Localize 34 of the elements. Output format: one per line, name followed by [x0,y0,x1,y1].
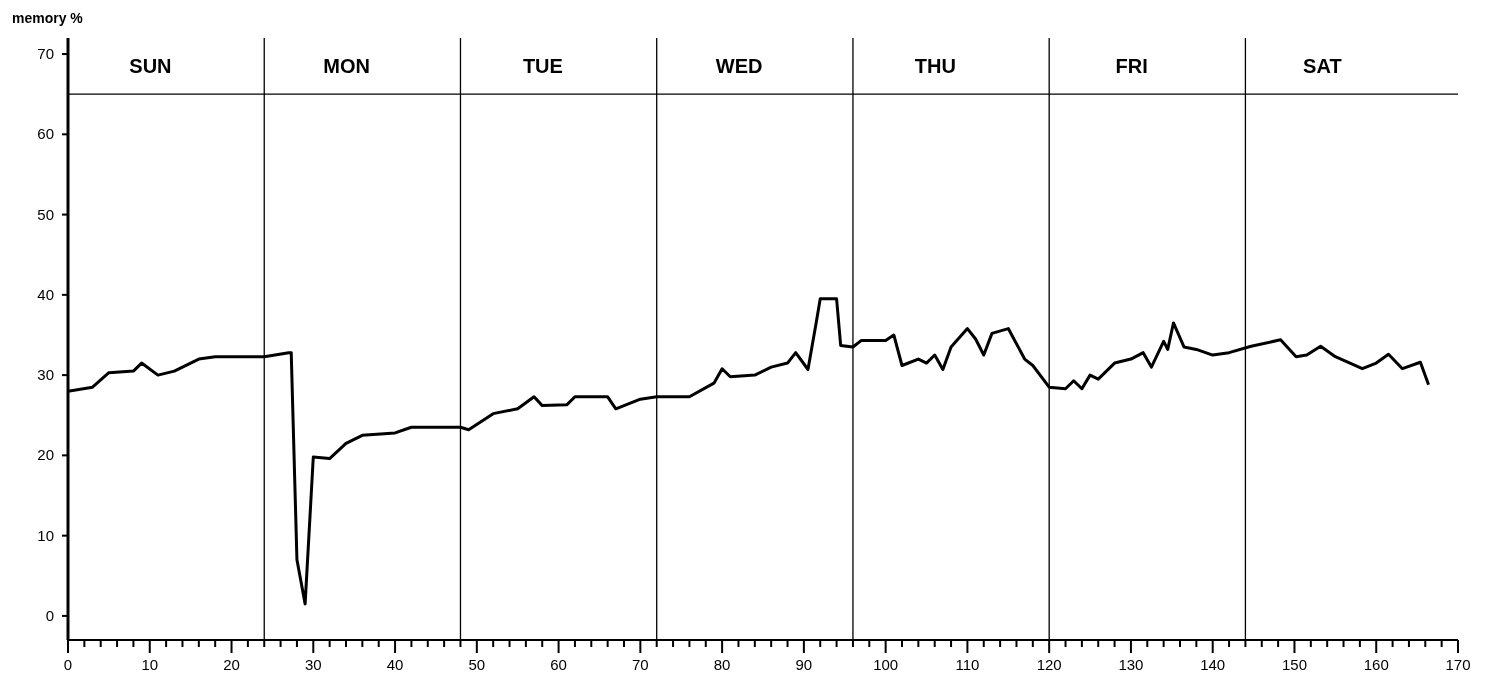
x-tick-label: 130 [1118,656,1144,673]
annotation: FRI [1115,55,1148,78]
x-tick-label: 30 [304,656,322,673]
y-tick-label: 10 [37,526,54,544]
x-tick-label: 0 [63,656,73,673]
x-tick-label: 120 [1036,656,1062,673]
x-tick-label: 70 [632,656,649,673]
y-tick-label: 40 [37,285,54,303]
x-tick-label: 150 [1281,656,1307,673]
y-tick-label: 0 [45,606,54,624]
y-tick-label: 70 [37,45,54,63]
annotation: TUE [522,55,563,78]
y-axis-title: memory % [12,10,83,26]
x-tick-label: 20 [223,656,240,673]
annotation: SAT [1303,55,1342,78]
x-tick-label: 50 [468,656,486,673]
x-tick-label: 80 [713,656,731,673]
y-tick-label: 50 [37,205,54,223]
x-tick-label: 170 [1445,656,1471,673]
annotation: SUN [129,55,172,78]
y-tick-label: 30 [37,366,54,384]
x-tick-label: 100 [873,656,899,673]
x-tick-label: 90 [795,656,813,673]
x-tick-label: 110 [955,656,980,673]
annotation: WED [715,55,763,78]
annotation: MON [323,55,370,78]
y-tick-label: 60 [37,125,54,143]
y-tick-label: 20 [37,446,54,464]
x-tick-label: 40 [386,656,404,673]
x-tick-label: 60 [550,656,567,673]
x-tick-label: 10 [141,656,159,673]
annotation: THU [914,55,956,78]
x-tick-label: 140 [1200,656,1226,673]
x-tick-label: 160 [1363,656,1389,673]
